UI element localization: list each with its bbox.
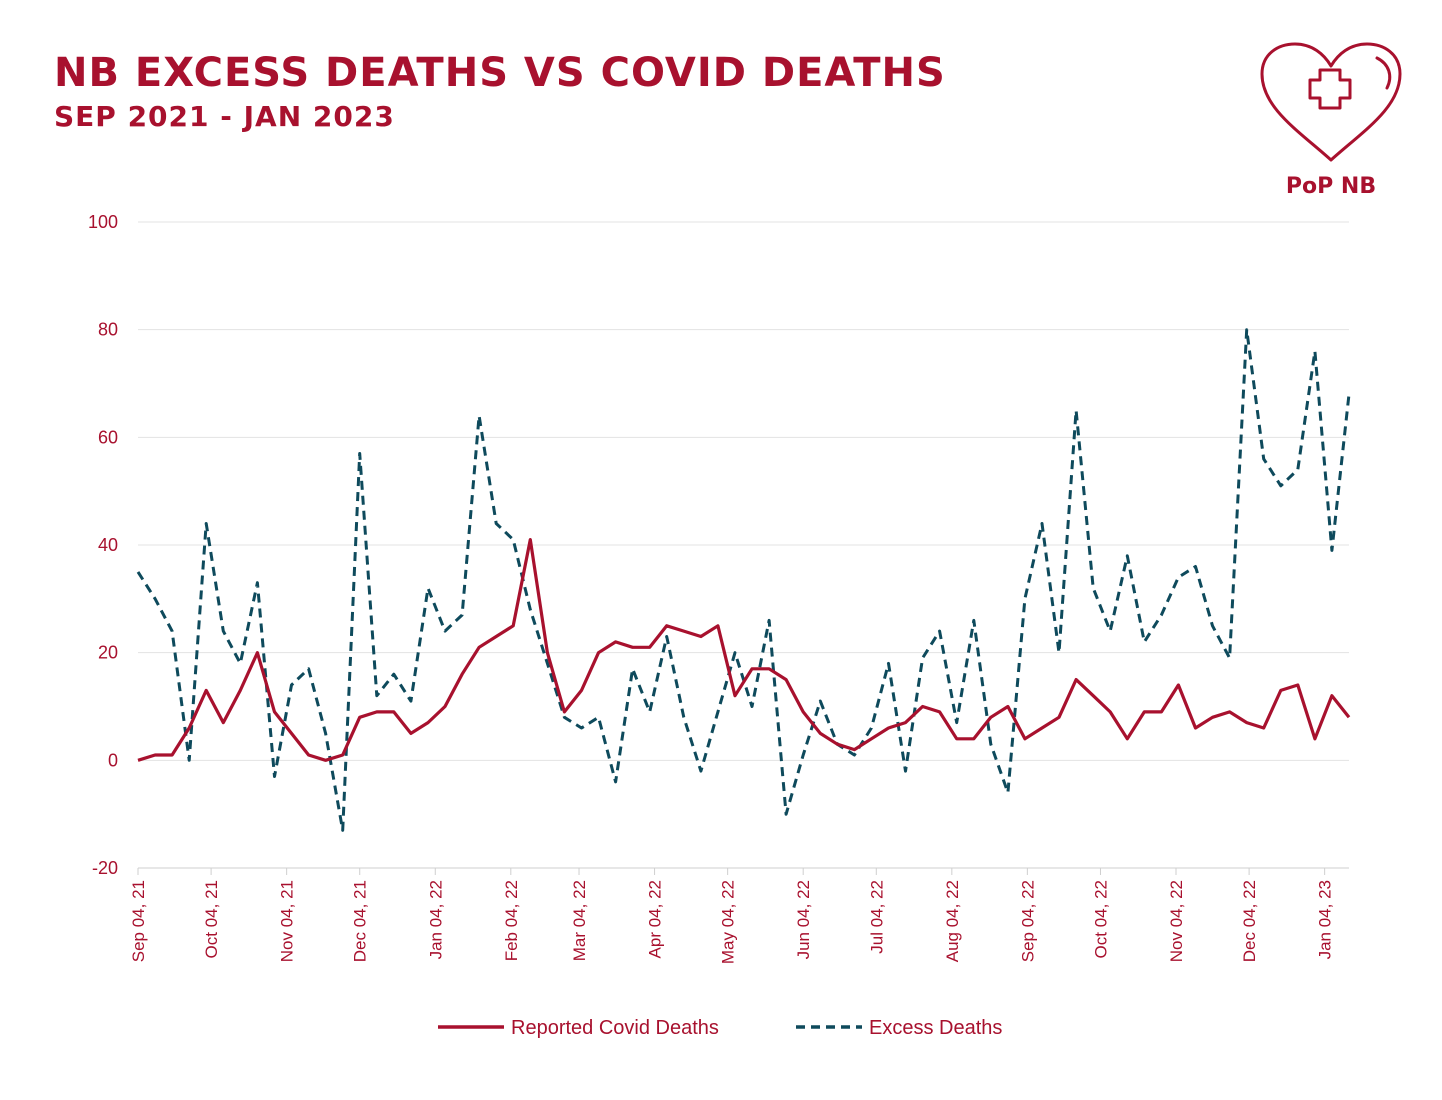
legend-covid-label: Reported Covid Deaths [511,1017,719,1039]
y-tick-label: 80 [98,320,118,340]
x-tick-label: Oct 04, 21 [202,880,221,958]
series-line-covid-deaths [137,537,1351,762]
y-tick-label: 60 [98,427,118,447]
x-tick-label: Oct 04, 22 [1091,880,1110,958]
x-tick-label: Nov 04, 21 [278,880,297,962]
y-tick-label: -20 [92,858,118,878]
y-tick-label: 100 [88,212,118,232]
x-tick-label: Jan 04, 22 [426,880,445,959]
series-line-excess-deaths [136,328,1351,832]
y-tick-label: 40 [98,535,118,555]
legend-item-excess: Excess Deaths [796,1017,1002,1039]
x-tick-label: Jul 04, 22 [867,880,886,954]
x-tick-label: Dec 04, 22 [1240,880,1259,962]
x-tick-label: Sep 04, 22 [1018,880,1037,962]
chart-subtitle: SEP 2021 - JAN 2023 [54,100,395,133]
y-tick-label: 0 [108,750,118,770]
logo-text: PoP NB [1286,174,1376,199]
legend: Reported Covid Deaths Excess Deaths [438,1017,1002,1039]
logo: PoP NB [1260,42,1402,199]
x-tick-label: Feb 04, 22 [502,880,521,961]
x-tick-label: Nov 04, 22 [1167,880,1186,962]
chart-title: NB EXCESS DEATHS VS COVID DEATHS [54,50,946,96]
x-tick-label: Dec 04, 21 [351,880,370,962]
grid [138,221,1349,869]
x-tick-label: Aug 04, 22 [943,880,962,962]
y-axis: -20 0 20 40 60 80 100 [88,212,118,878]
x-tick-label: Jun 04, 22 [794,880,813,959]
y-tick-label: 20 [98,643,118,663]
x-axis: Sep 04, 21 Oct 04, 21 Nov 04, 21 Dec 04, 21… [129,868,1335,964]
x-tick-label: Jan 04, 23 [1316,880,1335,959]
heart-cross-icon [1260,42,1402,162]
x-tick-label: Sep 04, 21 [129,880,148,962]
x-tick-label: Apr 04, 22 [646,880,665,958]
legend-item-covid: Reported Covid Deaths [438,1017,719,1039]
x-tick-label: May 04, 22 [719,880,738,964]
x-tick-label: Mar 04, 22 [570,880,589,961]
legend-excess-label: Excess Deaths [869,1017,1002,1039]
series-layer [136,328,1351,832]
